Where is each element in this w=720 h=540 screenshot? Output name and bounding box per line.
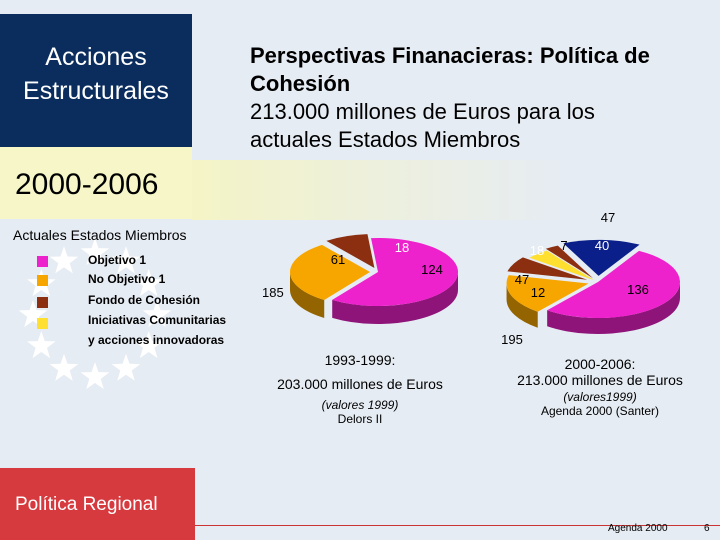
legend-item: Fondo de Cohesión: [88, 293, 200, 307]
pie-slice: [547, 250, 680, 318]
eu-star: [134, 269, 163, 297]
brand-title: Acciones Estructurales: [0, 40, 192, 108]
headline-line1: Perspectivas Finanacieras: Política de: [250, 43, 650, 68]
pie-slice: [545, 245, 593, 279]
period-strip: [192, 160, 720, 220]
footer-divider: [195, 525, 720, 526]
legend-swatch-no-objetivo1: [37, 275, 48, 286]
pie-slice: [332, 238, 458, 306]
chart1-subtitle: 203.000 millones de Euros: [277, 376, 443, 392]
chart2-note: (valores1999): [563, 390, 637, 404]
brand-panel: [0, 14, 192, 147]
period-label: 2000-2006: [15, 168, 159, 201]
headline-line2: Cohesión: [250, 71, 351, 96]
eu-star: [142, 300, 172, 328]
footer-band: [0, 468, 195, 540]
footer-tag: Agenda 2000: [608, 523, 668, 534]
pie-total-label: 185: [262, 285, 284, 300]
pie-slice-label: 61: [331, 252, 345, 267]
pie-top-label: 47: [601, 210, 615, 225]
legend-swatch-iniciativas: [37, 318, 48, 329]
eu-star: [80, 240, 110, 266]
pie-total-label: 195: [501, 332, 523, 347]
eu-star: [134, 331, 163, 359]
legend-item: Objetivo 1: [88, 253, 147, 267]
chart2-source: Agenda 2000 (Santer): [540, 404, 660, 418]
eu-star: [49, 353, 79, 381]
page-number: 6: [704, 523, 710, 534]
brand-title-line1: Acciones: [45, 43, 147, 71]
footer-label: Política Regional: [15, 494, 158, 515]
pie-slice-side: [506, 283, 538, 328]
pie-slice: [290, 244, 371, 300]
headline-line3: 213.000 millones de Euros para los: [250, 99, 595, 124]
pie-slice-label: 18: [395, 240, 409, 255]
legend-item: Iniciativas Comunitarias: [88, 313, 227, 327]
eu-star: [111, 246, 141, 274]
page-title: Perspectivas Finanacieras: Política de C…: [250, 42, 710, 154]
chart1-source: Delors II: [337, 412, 383, 426]
pie-slice-label: 18: [530, 243, 544, 258]
pie-slice-side: [547, 282, 680, 334]
pie-slice: [326, 234, 375, 269]
pie-slice-side: [290, 272, 325, 318]
pie-slice: [529, 250, 594, 281]
chart1-note: (valores 1999): [321, 398, 399, 412]
pie-slice-label: 124: [421, 262, 443, 277]
pie-slice-label: 7: [560, 238, 567, 253]
pie-slice-label: 12: [531, 285, 545, 300]
headline-line4: actuales Estados Miembros: [250, 127, 521, 152]
eu-star: [49, 246, 79, 274]
chart2-caption: 2000-2006: 213.000 millones de Euros (va…: [480, 356, 720, 418]
pie-slice-label: 47: [515, 272, 529, 287]
pie-chart-1993: 124 61 18 185: [262, 234, 458, 324]
legend-swatch-fondo-cohesion: [37, 297, 48, 308]
legend-item: No Objetivo 1: [88, 272, 166, 286]
chart1-title: 1993-1999:: [324, 352, 396, 368]
eu-star: [111, 353, 141, 381]
legend-title: Actuales Estados Miembros: [13, 227, 187, 243]
pie-slice: [507, 257, 588, 280]
legend-item: y acciones innovadoras: [88, 333, 225, 347]
eu-star: [80, 362, 110, 390]
pie-slice: [506, 275, 589, 312]
legend-swatch-objetivo1: [37, 256, 48, 267]
pie-slice: [563, 239, 640, 276]
chart1-caption: 1993-1999: 203.000 millones de Euros (va…: [255, 352, 465, 426]
chart2-title: 2000-2006:: [564, 356, 636, 372]
eu-star: [27, 331, 56, 359]
pie-slice-label: 136: [627, 282, 649, 297]
pie-slice-side: [332, 272, 458, 324]
period-panel: [0, 147, 192, 219]
brand-title-line2: Estructurales: [23, 77, 169, 105]
eu-star: [18, 300, 48, 328]
chart2-subtitle: 213.000 millones de Euros: [517, 372, 683, 388]
pie-slice-label: 40: [595, 238, 609, 253]
